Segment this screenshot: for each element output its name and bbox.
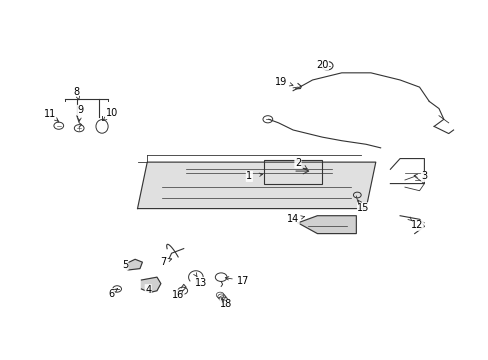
Text: 3: 3: [421, 171, 427, 181]
Text: 16: 16: [171, 290, 183, 300]
Polygon shape: [137, 162, 375, 208]
Text: 6: 6: [108, 289, 114, 298]
Polygon shape: [123, 259, 142, 270]
Polygon shape: [297, 216, 356, 234]
Text: 7: 7: [160, 257, 165, 267]
Polygon shape: [141, 277, 161, 293]
Text: 15: 15: [357, 203, 369, 213]
Text: 2: 2: [294, 158, 301, 168]
Text: 14: 14: [286, 214, 299, 224]
Text: 18: 18: [220, 299, 232, 309]
Text: 1: 1: [246, 171, 252, 181]
Text: 10: 10: [106, 108, 118, 118]
Text: 11: 11: [44, 109, 56, 119]
Text: 17: 17: [237, 276, 249, 286]
Text: 5: 5: [122, 260, 128, 270]
Text: 20: 20: [315, 60, 328, 70]
Text: 13: 13: [194, 278, 206, 288]
Text: 9: 9: [77, 105, 83, 115]
Text: 19: 19: [275, 77, 287, 87]
Text: 8: 8: [74, 87, 80, 98]
Text: 4: 4: [145, 285, 151, 295]
Text: 12: 12: [410, 220, 423, 230]
Bar: [264, 160, 322, 184]
